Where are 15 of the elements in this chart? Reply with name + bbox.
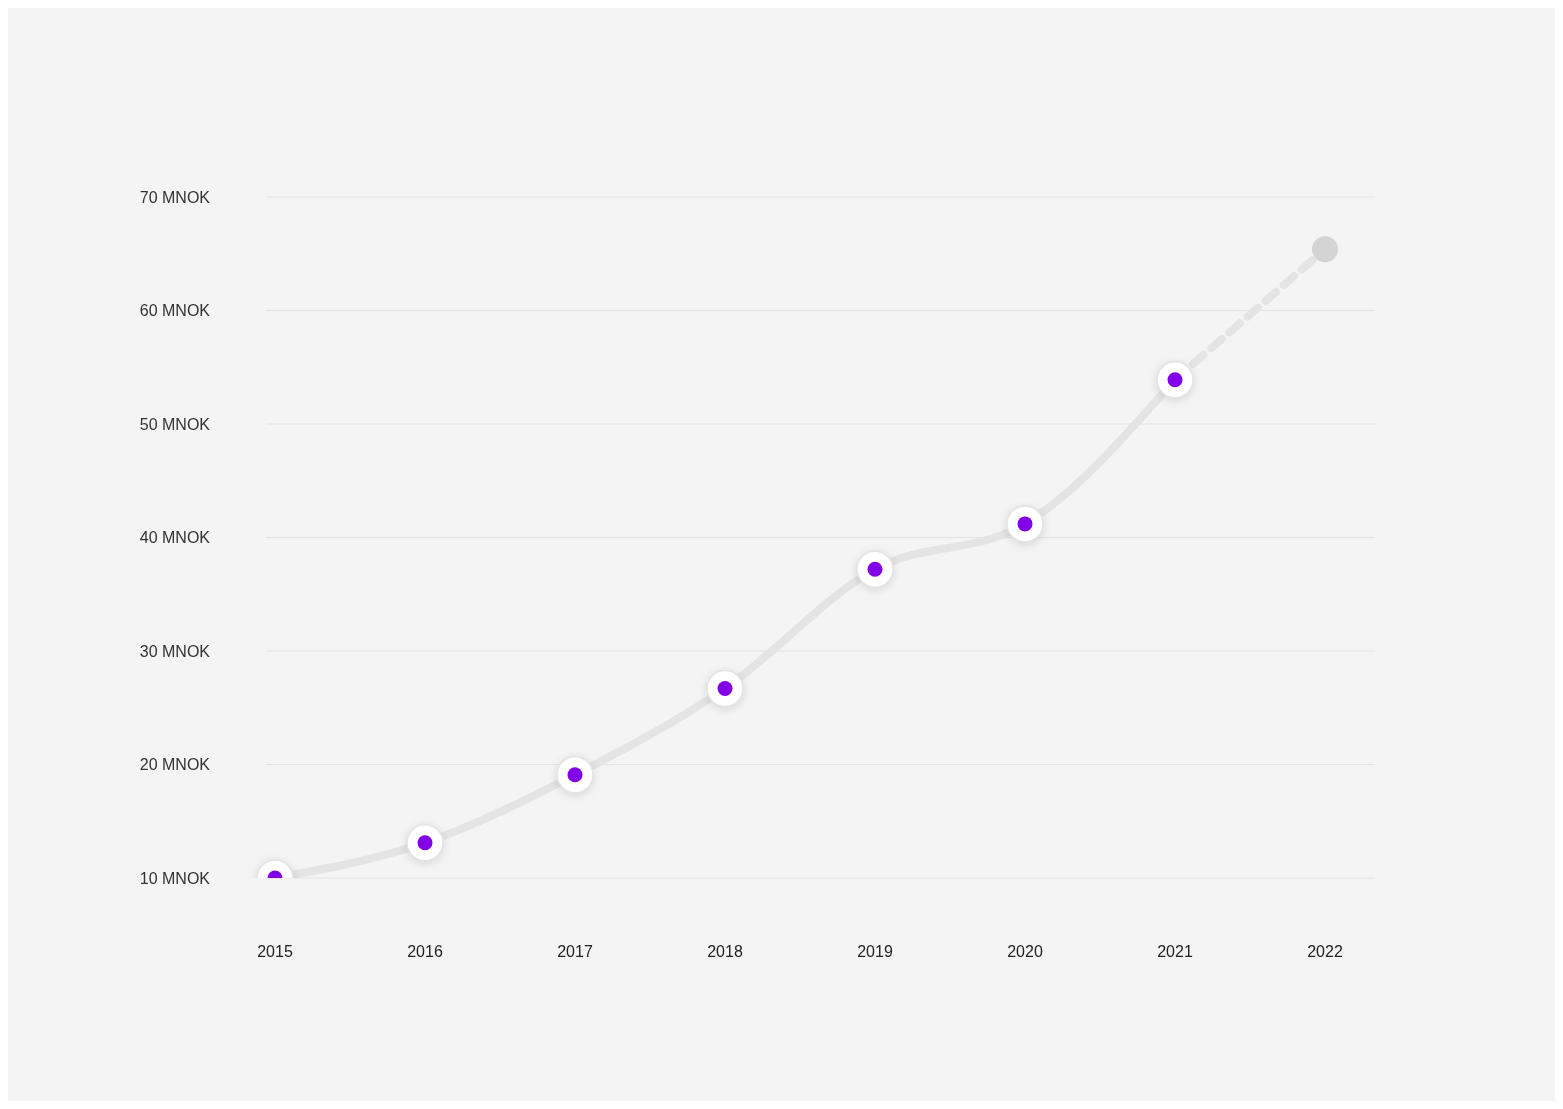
y-tick-label: 40 MNOK — [139, 529, 211, 547]
y-tick-label: 60 MNOK — [139, 302, 211, 320]
y-tick-label: 50 MNOK — [139, 415, 211, 433]
y-tick-label: 30 MNOK — [139, 642, 211, 660]
x-tick-label: 2017 — [557, 943, 593, 961]
y-tick-label: 10 MNOK — [139, 869, 211, 887]
x-tick-label: 2022 — [1307, 943, 1343, 961]
x-tick-label: 2016 — [407, 943, 443, 961]
x-tick-label: 2015 — [257, 943, 293, 961]
x-tick-label: 2020 — [1007, 943, 1043, 961]
y-tick-label: 20 MNOK — [139, 756, 211, 774]
x-tick-label: 2018 — [707, 943, 743, 961]
x-tick-label: 2019 — [857, 943, 893, 961]
y-tick-label: 70 MNOK — [139, 188, 211, 206]
x-tick-label: 2021 — [1157, 943, 1193, 961]
